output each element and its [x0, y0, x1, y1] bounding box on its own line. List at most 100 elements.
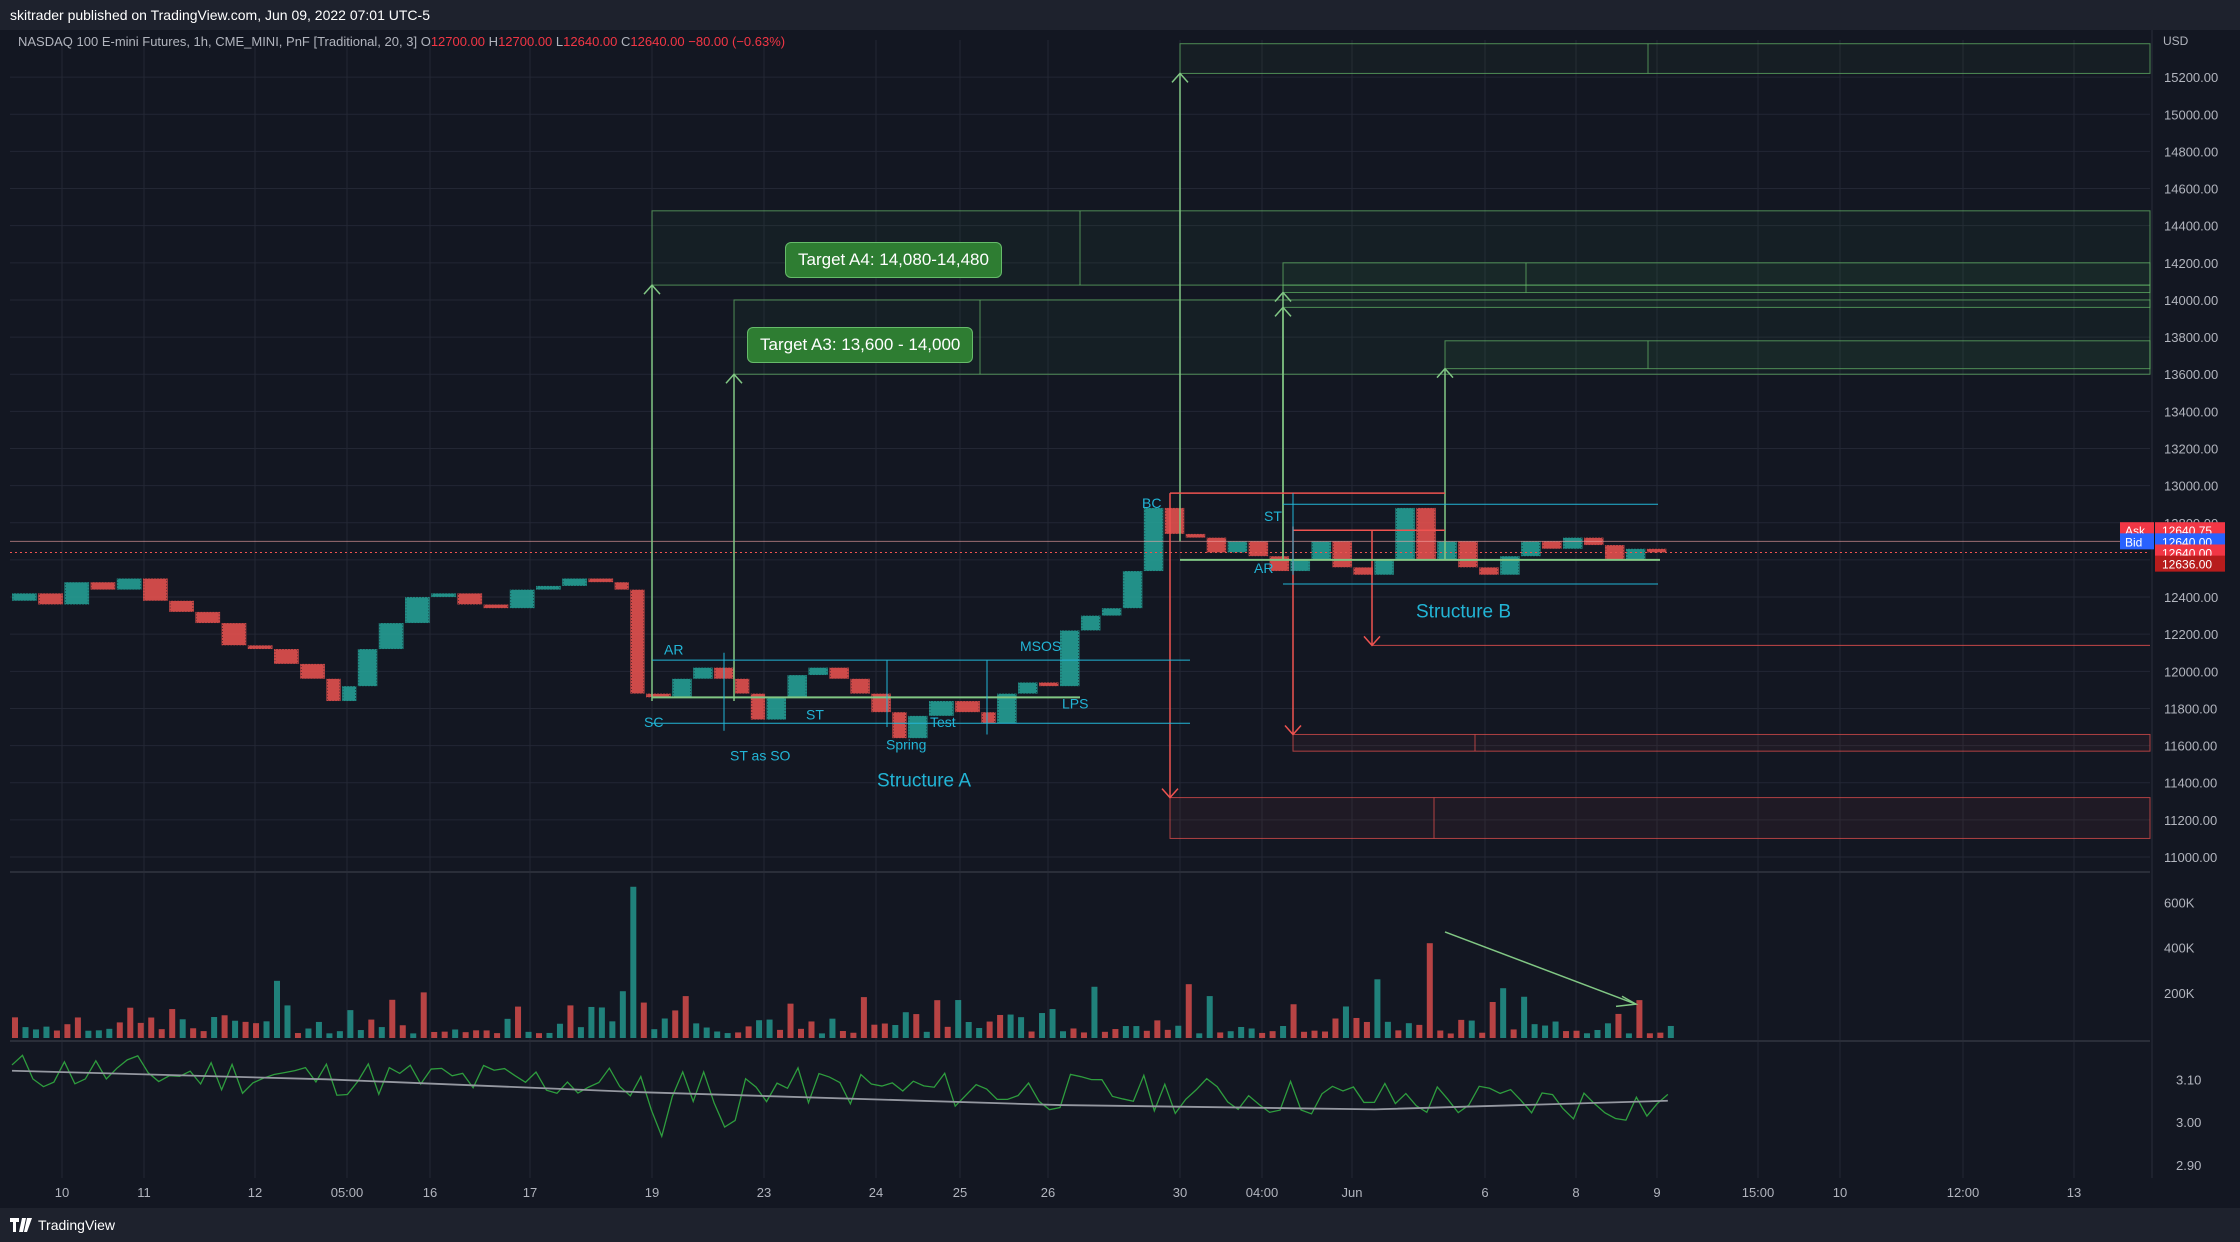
pnf-texture	[431, 593, 456, 598]
volume-bar	[116, 1022, 123, 1038]
volume-bar	[1531, 1024, 1538, 1038]
pnf-texture	[1018, 682, 1037, 694]
pnf-column	[750, 693, 766, 720]
x-tick-label: 13	[2067, 1185, 2081, 1200]
y-tick-label: 12000.00	[2164, 664, 2218, 679]
zone-b3	[1444, 340, 2151, 370]
pnf-column	[588, 578, 614, 583]
pnf-texture	[342, 685, 356, 702]
pnf-column	[1185, 533, 1206, 538]
symbol-legend: NASDAQ 100 E-mini Futures, 1h, CME_MINI,…	[18, 34, 786, 49]
volume-divergence-head	[1615, 995, 1639, 1008]
volume-bar	[190, 1028, 197, 1038]
price-pnf-columns	[10, 507, 2150, 739]
pnf-column	[357, 649, 378, 687]
pnf-texture	[1521, 541, 1540, 557]
y-tick-label: 14800.00	[2164, 144, 2218, 159]
pnf-column	[1060, 630, 1080, 687]
pnf-column	[693, 667, 713, 679]
volume-bar	[986, 1021, 993, 1038]
pnf-column	[247, 645, 273, 650]
event-label: ST as SO	[730, 747, 791, 763]
volume-bar	[1311, 1030, 1318, 1038]
volume-bar	[1500, 988, 1507, 1038]
pnf-column	[169, 600, 194, 612]
y-tick-label: 13400.00	[2164, 404, 2218, 419]
x-tick-label: 23	[757, 1185, 771, 1200]
volume-bar	[1185, 984, 1192, 1038]
oscillator	[11, 1054, 1669, 1139]
pnf-texture	[405, 596, 430, 624]
volume-bar	[1416, 1024, 1423, 1038]
volume-bar	[598, 1007, 605, 1038]
pnf-texture	[65, 581, 89, 605]
pnf-column	[1227, 541, 1248, 553]
target-zones	[651, 43, 2151, 839]
zone-red-1	[1292, 733, 2151, 752]
pnf-column	[342, 686, 357, 702]
x-tick-label: 11	[137, 1185, 151, 1200]
volume-bar	[829, 1018, 836, 1038]
volume-bar	[1028, 1031, 1035, 1038]
volume-bar	[818, 1033, 825, 1038]
volume-bar	[1447, 1033, 1454, 1038]
volume-bar	[1143, 1030, 1150, 1038]
pnf-column	[431, 593, 456, 598]
pnf-column	[64, 582, 90, 605]
volume-bar	[274, 980, 280, 1038]
pnf-texture	[631, 589, 644, 694]
osc-tick-label: 3.10	[2176, 1072, 2201, 1087]
x-tick-label: 04:00	[1246, 1185, 1279, 1200]
volume-bar	[536, 1033, 542, 1038]
zone-b2	[1282, 284, 2151, 308]
volume-bar	[860, 997, 867, 1038]
volume-tick-label: 600K	[2164, 896, 2195, 911]
volume-bar	[1154, 1020, 1161, 1038]
volume-bar	[1405, 1023, 1412, 1038]
volume-bar	[661, 1018, 668, 1038]
arrow-down-2-head	[1284, 724, 1302, 736]
volume-bar	[672, 1010, 679, 1038]
volume-bar	[976, 1027, 983, 1038]
pnf-column	[808, 667, 828, 676]
volume-bar	[74, 1017, 81, 1038]
structure-b-label: Structure B	[1416, 601, 1511, 622]
pnf-texture	[379, 622, 403, 650]
pnf-texture	[117, 578, 141, 590]
pnf-texture	[693, 667, 712, 680]
volume-bar	[1175, 1025, 1182, 1038]
pnf-texture	[1081, 615, 1100, 631]
x-tick-label: 19	[645, 1185, 659, 1200]
pnf-texture	[300, 663, 325, 680]
pnf-texture	[1626, 548, 1645, 561]
pnf-column	[1395, 507, 1415, 560]
volume-bar	[1091, 986, 1098, 1038]
axis-unit: USD	[2163, 34, 2189, 48]
footer: TradingView	[0, 1208, 2240, 1242]
pnf-column	[12, 593, 37, 601]
pnf-texture	[536, 585, 561, 590]
y-tick-label: 12400.00	[2164, 590, 2218, 605]
zone-red-2	[1169, 797, 2151, 839]
volume-tick-label: 400K	[2164, 941, 2195, 956]
pnf-column	[1018, 682, 1038, 694]
publish-info: skitrader published on TradingView.com, …	[0, 0, 2240, 30]
pnf-column	[646, 693, 671, 698]
pnf-column	[378, 623, 404, 650]
pnf-texture	[358, 648, 377, 687]
volume-bar	[515, 1006, 522, 1038]
volume-bar	[609, 1021, 616, 1038]
pnf-column	[1101, 608, 1122, 616]
pnf-texture	[982, 711, 995, 724]
tradingview-logo[interactable]: TradingView	[10, 1208, 115, 1242]
pnf-column	[1563, 537, 1583, 549]
arrow-down-1-head	[1161, 788, 1179, 799]
volume-bar	[546, 1032, 553, 1038]
volume-bar	[745, 1026, 752, 1038]
pnf-column	[1458, 541, 1478, 568]
volume-bar	[965, 1022, 972, 1038]
zone-b1	[1282, 262, 2151, 294]
pnf-column	[1080, 615, 1101, 631]
pnf-texture	[735, 678, 749, 694]
